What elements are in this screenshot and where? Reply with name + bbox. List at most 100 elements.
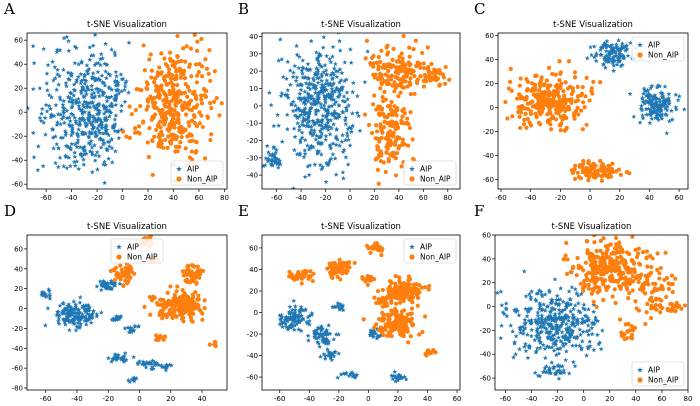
point-circle [178, 75, 183, 80]
point-star [292, 303, 298, 309]
point-star [593, 317, 599, 323]
point-star [533, 298, 539, 304]
point-star [67, 145, 73, 151]
point-circle [584, 75, 589, 81]
point-circle [570, 266, 575, 271]
point-circle [141, 43, 146, 48]
point-star [664, 104, 670, 109]
point-star [591, 309, 597, 315]
point-circle [576, 112, 581, 117]
point-star [543, 363, 549, 369]
point-circle [183, 268, 188, 274]
point-star [144, 359, 150, 365]
point-star [319, 73, 325, 79]
point-circle [580, 170, 585, 175]
point-circle [413, 38, 418, 43]
y-tick-label: -40 [12, 345, 23, 353]
point-circle [399, 314, 405, 319]
point-star [317, 162, 323, 168]
point-circle [418, 74, 423, 79]
point-star [62, 321, 68, 327]
point-star [299, 65, 305, 70]
panel-letter: E [238, 202, 249, 220]
point-star [60, 135, 66, 140]
point-star [586, 327, 592, 333]
x-tick-label: -40 [525, 194, 536, 202]
point-star [554, 297, 560, 302]
point-star [107, 113, 113, 119]
point-star [70, 306, 76, 312]
point-star [97, 62, 103, 68]
point-circle [149, 75, 154, 80]
point-star [276, 161, 282, 166]
point-star [302, 75, 308, 80]
point-star [322, 62, 328, 68]
point-star [300, 118, 306, 124]
point-star [543, 329, 549, 335]
point-star [64, 115, 70, 121]
point-circle [385, 142, 390, 147]
point-star [54, 312, 60, 318]
point-circle [156, 85, 161, 90]
point-star [161, 364, 167, 370]
point-circle [618, 284, 624, 289]
point-star [495, 290, 500, 296]
point-star [544, 369, 549, 375]
point-star [61, 35, 67, 41]
point-circle [199, 74, 205, 79]
point-star [82, 306, 88, 311]
point-circle [161, 98, 166, 103]
point-circle [384, 81, 389, 87]
point-star [335, 300, 341, 306]
point-star [41, 46, 47, 52]
point-circle [642, 280, 647, 286]
point-star [600, 61, 606, 67]
axes-frame [497, 32, 689, 190]
point-star [58, 111, 64, 117]
point-star [570, 320, 576, 325]
point-star [563, 321, 569, 327]
point-star [89, 100, 95, 105]
point-star [91, 115, 97, 121]
point-circle [579, 108, 584, 113]
point-circle [174, 289, 179, 294]
point-circle [591, 266, 596, 271]
point-star [86, 314, 92, 319]
point-circle [506, 86, 511, 91]
point-circle [423, 314, 428, 319]
point-star [279, 90, 285, 96]
point-star [321, 87, 327, 93]
y-tick-label: 40 [249, 33, 258, 41]
point-circle [419, 285, 425, 290]
point-star [534, 345, 540, 351]
point-circle [576, 266, 581, 271]
point-star [343, 370, 349, 376]
point-star [526, 291, 532, 297]
point-star [153, 360, 159, 366]
point-circle [188, 46, 193, 51]
point-star [96, 115, 102, 121]
point-star [73, 97, 79, 103]
point-star [552, 306, 558, 312]
point-circle [325, 266, 330, 271]
point-star [71, 298, 77, 304]
point-star [598, 45, 604, 50]
point-star [296, 312, 302, 318]
point-star [122, 99, 128, 104]
point-star [87, 57, 93, 62]
point-star [313, 111, 319, 117]
point-circle [381, 111, 386, 116]
point-star [324, 339, 330, 344]
point-star [294, 43, 300, 49]
point-circle [399, 51, 404, 56]
point-circle [629, 332, 635, 338]
point-circle [535, 105, 540, 110]
point-star [285, 318, 290, 324]
point-circle [150, 100, 156, 105]
point-star [546, 322, 552, 328]
point-circle [541, 93, 546, 99]
point-star [89, 76, 95, 81]
point-star [328, 117, 334, 123]
point-star [76, 122, 82, 127]
point-star [553, 315, 559, 321]
